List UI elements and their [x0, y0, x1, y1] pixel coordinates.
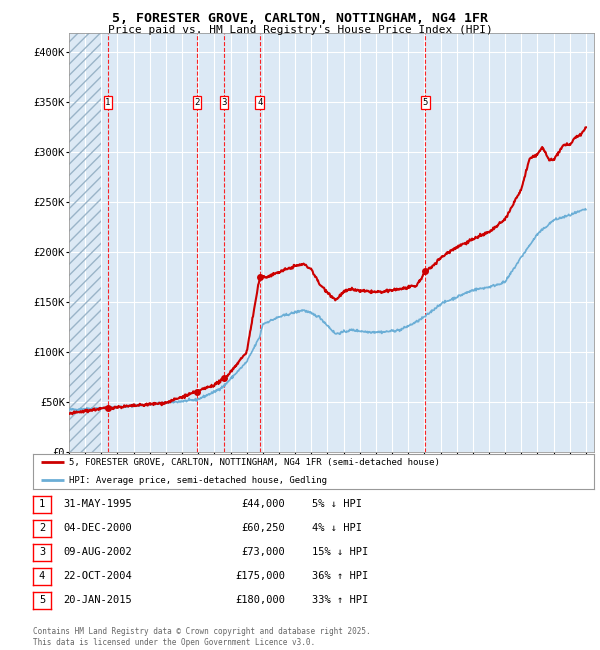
Text: 5% ↓ HPI: 5% ↓ HPI	[312, 499, 362, 509]
Text: HPI: Average price, semi-detached house, Gedling: HPI: Average price, semi-detached house,…	[70, 476, 328, 484]
Text: 2: 2	[39, 523, 45, 533]
Text: 4% ↓ HPI: 4% ↓ HPI	[312, 523, 362, 533]
Text: Contains HM Land Registry data © Crown copyright and database right 2025.
This d: Contains HM Land Registry data © Crown c…	[33, 627, 371, 647]
Text: 33% ↑ HPI: 33% ↑ HPI	[312, 595, 368, 605]
Text: 04-DEC-2000: 04-DEC-2000	[63, 523, 132, 533]
Text: £60,250: £60,250	[241, 523, 285, 533]
Text: £44,000: £44,000	[241, 499, 285, 509]
Text: 4: 4	[257, 98, 262, 107]
Text: £175,000: £175,000	[235, 571, 285, 581]
Text: 5, FORESTER GROVE, CARLTON, NOTTINGHAM, NG4 1FR (semi-detached house): 5, FORESTER GROVE, CARLTON, NOTTINGHAM, …	[70, 458, 440, 467]
Text: 22-OCT-2004: 22-OCT-2004	[63, 571, 132, 581]
Text: 31-MAY-1995: 31-MAY-1995	[63, 499, 132, 509]
Text: 1: 1	[39, 499, 45, 509]
Text: 3: 3	[221, 98, 227, 107]
Text: 09-AUG-2002: 09-AUG-2002	[63, 547, 132, 557]
Text: 20-JAN-2015: 20-JAN-2015	[63, 595, 132, 605]
Text: 36% ↑ HPI: 36% ↑ HPI	[312, 571, 368, 581]
Text: Price paid vs. HM Land Registry's House Price Index (HPI): Price paid vs. HM Land Registry's House …	[107, 25, 493, 34]
Text: 5: 5	[39, 595, 45, 605]
Text: 1: 1	[105, 98, 110, 107]
Text: 3: 3	[39, 547, 45, 557]
Text: £73,000: £73,000	[241, 547, 285, 557]
Text: £180,000: £180,000	[235, 595, 285, 605]
Text: 15% ↓ HPI: 15% ↓ HPI	[312, 547, 368, 557]
Text: 4: 4	[39, 571, 45, 581]
Text: 5: 5	[422, 98, 428, 107]
Bar	[69, 32, 101, 452]
Text: 5, FORESTER GROVE, CARLTON, NOTTINGHAM, NG4 1FR: 5, FORESTER GROVE, CARLTON, NOTTINGHAM, …	[112, 12, 488, 25]
Text: 2: 2	[194, 98, 200, 107]
